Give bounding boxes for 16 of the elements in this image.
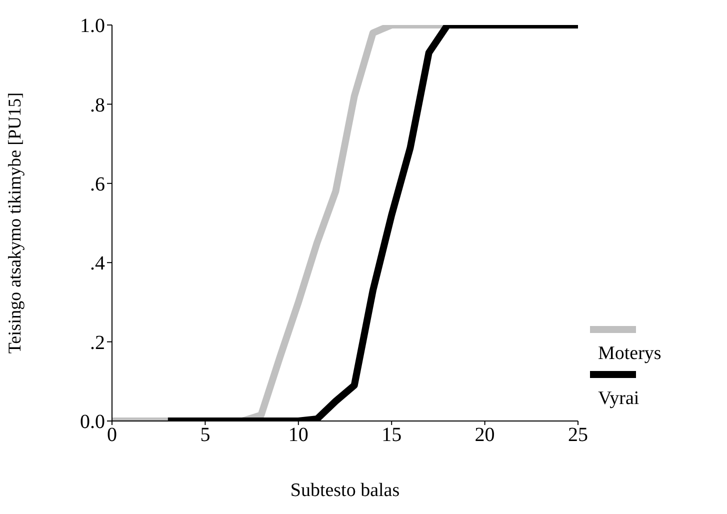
y-tick-label: 0.0 — [80, 411, 105, 434]
y-tick-label: .6 — [90, 174, 105, 196]
x-axis-title: Subtesto balas — [290, 480, 400, 501]
x-tick-label: 15 — [382, 424, 402, 446]
x-tick-label: 20 — [474, 424, 495, 446]
y-tick-label: 1.0 — [80, 15, 105, 38]
x-tick-label: 5 — [200, 424, 210, 446]
x-tick-label: 25 — [568, 424, 588, 446]
x-tick-label: 0 — [107, 424, 117, 446]
y-tick-label: .4 — [90, 252, 105, 275]
y-tick-label: .2 — [90, 332, 105, 354]
x-tick-label: 10 — [288, 424, 308, 446]
y-tick-label: .8 — [90, 94, 105, 116]
legend-label: Moterys — [597, 343, 662, 365]
legend-label: Vyrai — [597, 388, 640, 410]
y-axis-title: Teisingo atsakymo tikimybe [PU15] — [4, 92, 24, 354]
